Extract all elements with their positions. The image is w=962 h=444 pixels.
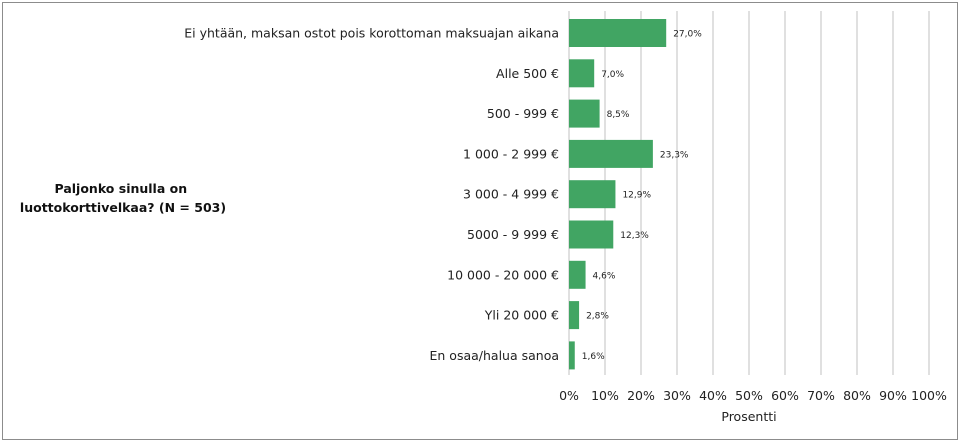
category-label: En osaa/halua sanoa bbox=[430, 348, 560, 363]
bar bbox=[569, 180, 616, 209]
bar bbox=[569, 260, 586, 289]
bar bbox=[569, 139, 653, 168]
category-label: Ei yhtään, maksan ostot pois korottoman … bbox=[184, 26, 559, 41]
x-axis-title: Prosentti bbox=[721, 409, 776, 424]
data-label: 8,5% bbox=[607, 110, 630, 120]
x-tick-label: 30% bbox=[663, 388, 691, 403]
bars bbox=[569, 19, 667, 370]
chart-question-title-line-1: Paljonko sinulla on bbox=[55, 181, 188, 196]
category-label: 3 000 - 4 999 € bbox=[463, 187, 559, 202]
x-tick-label: 10% bbox=[591, 388, 619, 403]
chart-question-title-line-2: luottokorttivelkaa? (N = 503) bbox=[20, 200, 226, 215]
x-tick-label: 50% bbox=[735, 388, 763, 403]
bar bbox=[569, 341, 575, 370]
bar-chart: Ei yhtään, maksan ostot pois korottoman … bbox=[20, 11, 947, 424]
x-tick-label: 20% bbox=[627, 388, 655, 403]
category-label: Yli 20 000 € bbox=[484, 308, 559, 323]
bar bbox=[569, 19, 667, 47]
data-label: 7,0% bbox=[601, 70, 624, 80]
data-labels: 27,0% 7,0% 8,5% 23,3% 12,9% 12,3% 4,6% 2,8% 1,6% bbox=[582, 30, 702, 362]
data-label: 4,6% bbox=[593, 271, 616, 281]
category-label: Alle 500 € bbox=[496, 66, 559, 81]
chart-question-title: Paljonko sinulla on luottokorttivelkaa? … bbox=[20, 181, 226, 215]
category-label: 1 000 - 2 999 € bbox=[463, 146, 559, 161]
gridlines bbox=[568, 11, 930, 375]
bar bbox=[569, 59, 595, 88]
category-label: 500 - 999 € bbox=[487, 106, 559, 121]
data-label: 1,6% bbox=[582, 352, 605, 362]
bar bbox=[569, 301, 580, 330]
data-label: 12,3% bbox=[620, 231, 649, 241]
data-label: 23,3% bbox=[660, 150, 689, 160]
category-label: 10 000 - 20 000 € bbox=[447, 267, 559, 282]
x-tick-label: 70% bbox=[807, 388, 835, 403]
category-labels: Ei yhtään, maksan ostot pois korottoman … bbox=[184, 26, 559, 363]
bar bbox=[569, 220, 614, 249]
category-label: 5000 - 9 999 € bbox=[467, 227, 559, 242]
x-tick-label: 60% bbox=[771, 388, 799, 403]
x-tick-label: 100% bbox=[911, 388, 947, 403]
x-tick-label: 90% bbox=[879, 388, 907, 403]
x-tick-label: 0% bbox=[559, 388, 579, 403]
bar bbox=[569, 99, 600, 128]
data-label: 12,9% bbox=[622, 191, 651, 201]
x-tick-labels: 0% 10% 20% 30% 40% 50% 60% 70% 80% 90% 100% bbox=[559, 388, 947, 403]
x-tick-label: 80% bbox=[843, 388, 871, 403]
x-tick-label: 40% bbox=[699, 388, 727, 403]
data-label: 2,8% bbox=[586, 312, 609, 322]
data-label: 27,0% bbox=[673, 30, 702, 40]
